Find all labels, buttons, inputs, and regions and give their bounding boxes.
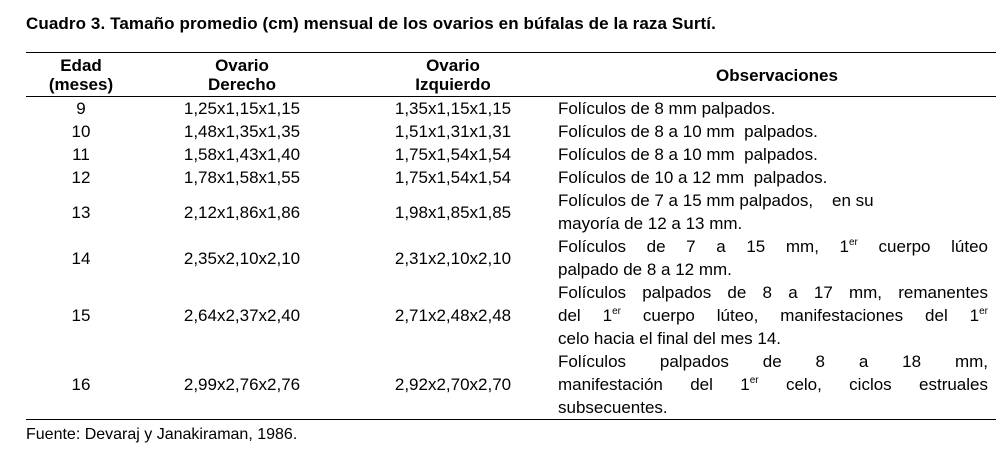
header-right-ovary: Ovario Derecho: [207, 56, 277, 94]
table-row: 14 2,35x2,10x2,10 2,31x2,10x2,10 Folícul…: [26, 235, 996, 281]
cell-observations: Folículos de 8 a 10 mm palpados.: [558, 145, 818, 164]
table-row: 10 1,48x1,35x1,35 1,51x1,31x1,31 Folícul…: [26, 120, 996, 143]
header-row: Edad (meses) Ovario Derecho Ovario Izqui…: [26, 52, 996, 97]
ovary-size-table: Edad (meses) Ovario Derecho Ovario Izqui…: [26, 52, 996, 420]
cell-age: 10: [71, 122, 91, 141]
cell-right-ovary: 2,99x2,76x2,76: [183, 375, 301, 394]
cell-left-ovary: 2,31x2,10x2,10: [394, 248, 512, 268]
cell-observations: Folículos de 7 a 15 mm, 1er cuerpo lúteo…: [558, 237, 988, 279]
cell-right-ovary: 2,64x2,37x2,40: [183, 306, 301, 325]
cell-left-ovary: 1,98x1,85x1,85: [394, 202, 512, 222]
table-caption: Cuadro 3. Tamaño promedio (cm) mensual d…: [26, 14, 716, 33]
cell-age: 15: [71, 306, 91, 325]
cell-observations: Folículos de 10 a 12 mm palpados.: [558, 168, 828, 187]
cell-left-ovary: 1,51x1,31x1,31: [394, 122, 512, 141]
cell-left-ovary: 1,75x1,54x1,54: [394, 145, 512, 164]
table-row: 16 2,99x2,76x2,76 2,92x2,70x2,70 Folícul…: [26, 350, 996, 420]
header-observations: Observaciones: [716, 65, 838, 85]
cell-right-ovary: 1,78x1,58x1,55: [183, 168, 301, 187]
header-age: Edad (meses): [48, 56, 114, 94]
cell-left-ovary: 1,75x1,54x1,54: [394, 168, 512, 187]
cell-right-ovary: 1,48x1,35x1,35: [183, 122, 301, 141]
cell-observations: Folículos palpados de 8 a 17 mm, remanen…: [558, 283, 988, 348]
table-row: 15 2,64x2,37x2,40 2,71x2,48x2,48 Folícul…: [26, 281, 996, 350]
cell-observations: Folículos de 8 a 10 mm palpados.: [558, 122, 818, 141]
cell-observations: Folículos palpados de 8 a 18 mm, manifes…: [558, 352, 988, 417]
cell-right-ovary: 1,58x1,43x1,40: [183, 145, 301, 164]
cell-observations: Folículos de 8 mm palpados.: [558, 99, 776, 118]
cell-right-ovary: 1,25x1,15x1,15: [183, 99, 301, 118]
table-row: 9 1,25x1,15x1,15 1,35x1,15x1,15 Folículo…: [26, 97, 996, 121]
table-row: 13 2,12x1,86x1,86 1,98x1,85x1,85 Folícul…: [26, 189, 996, 235]
cell-left-ovary: 2,92x2,70x2,70: [394, 375, 512, 394]
header-left-ovary: Ovario Izquierdo: [415, 56, 491, 94]
cell-right-ovary: 2,35x2,10x2,10: [183, 248, 301, 268]
table-row: 11 1,58x1,43x1,40 1,75x1,54x1,54 Folícul…: [26, 143, 996, 166]
cell-age: 13: [71, 202, 91, 222]
cell-age: 11: [72, 145, 90, 164]
cell-age: 14: [71, 248, 91, 268]
table-row: 12 1,78x1,58x1,55 1,75x1,54x1,54 Folícul…: [26, 166, 996, 189]
cell-age: 12: [71, 168, 91, 187]
cell-age: 16: [71, 375, 91, 394]
source-note: Fuente: Devaraj y Janakiraman, 1986.: [26, 426, 298, 443]
cell-observations: Folículos de 7 a 15 mm palpados, en su m…: [558, 191, 874, 233]
cell-left-ovary: 1,35x1,15x1,15: [394, 99, 512, 118]
cell-right-ovary: 2,12x1,86x1,86: [183, 202, 301, 222]
cell-left-ovary: 2,71x2,48x2,48: [394, 306, 512, 325]
cell-age: 9: [76, 99, 86, 118]
